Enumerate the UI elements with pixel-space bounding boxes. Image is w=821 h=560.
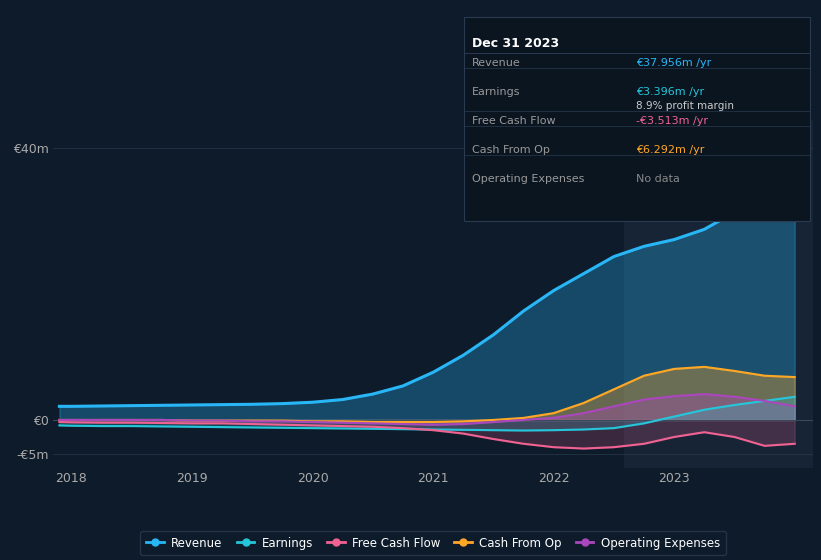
Text: -€3.513m /yr: -€3.513m /yr [636,116,709,126]
Text: Free Cash Flow: Free Cash Flow [472,116,556,126]
Text: €6.292m /yr: €6.292m /yr [636,145,704,155]
Text: Operating Expenses: Operating Expenses [472,174,585,184]
Text: Earnings: Earnings [472,87,521,97]
Legend: Revenue, Earnings, Free Cash Flow, Cash From Op, Operating Expenses: Revenue, Earnings, Free Cash Flow, Cash … [140,531,726,556]
Text: Revenue: Revenue [472,58,521,68]
Bar [623,120,819,468]
Text: €3.396m /yr: €3.396m /yr [636,87,704,97]
Text: €37.956m /yr: €37.956m /yr [636,58,712,68]
Text: Cash From Op: Cash From Op [472,145,550,155]
Text: 8.9% profit margin: 8.9% profit margin [636,101,734,111]
Text: Dec 31 2023: Dec 31 2023 [472,37,559,50]
Text: No data: No data [636,174,680,184]
